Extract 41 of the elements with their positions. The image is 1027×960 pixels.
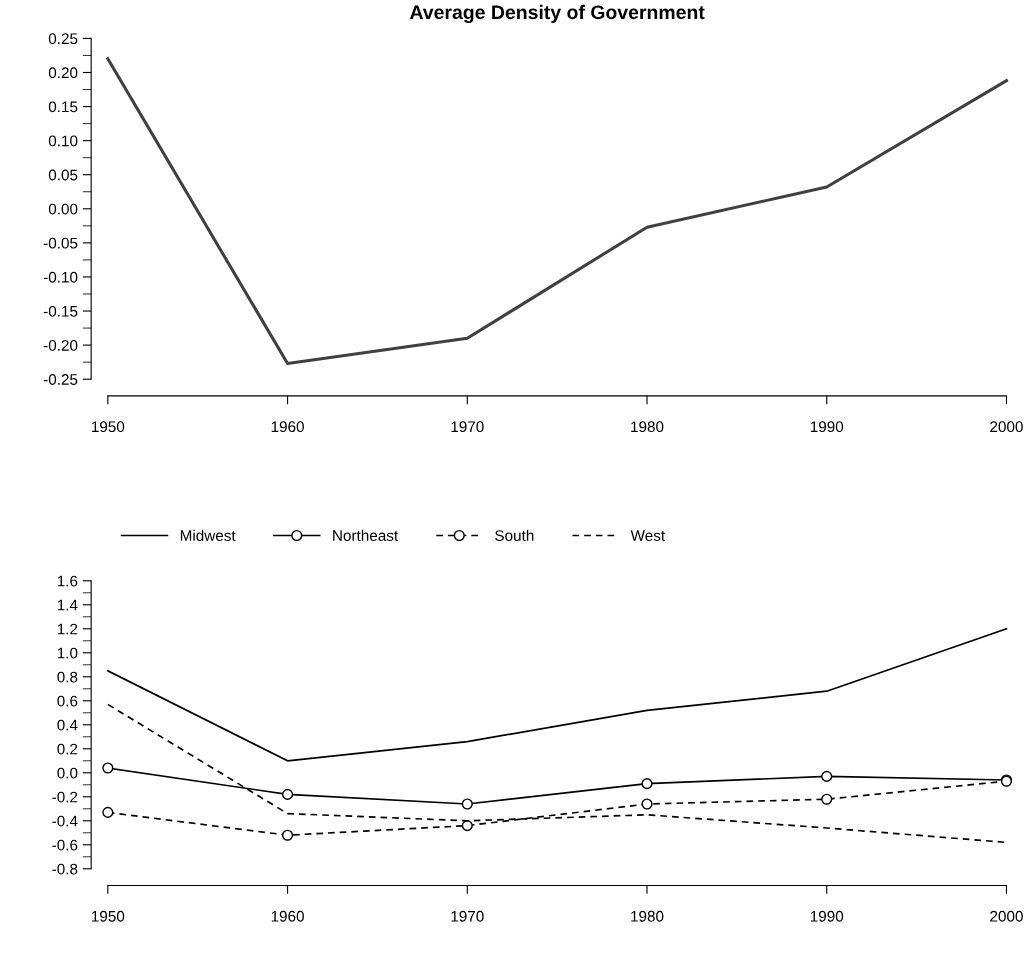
x-tick-label: 1950 [92, 421, 125, 433]
x-tick-label: 1950 [92, 910, 125, 922]
y-tick-label: 0.0 [57, 767, 78, 779]
y-tick-label: 0.10 [48, 135, 78, 147]
x-tick-label: 1960 [271, 421, 304, 433]
y-tick-label: -0.4 [52, 815, 78, 827]
x-tick-label: 1960 [271, 910, 304, 922]
y-tick-label: 0.25 [48, 33, 78, 45]
y-tick-label: -0.25 [43, 374, 78, 385]
legend-label: Northeast [333, 529, 399, 541]
y-tick-label: -0.6 [52, 839, 78, 851]
y-tick-label: 0.2 [57, 743, 78, 755]
x-tick-label: 2000 [990, 910, 1023, 922]
y-tick-label: 1.4 [57, 599, 78, 611]
y-tick-label: 0.20 [48, 67, 78, 79]
legend-label: West [630, 530, 665, 541]
legend-label: South [495, 529, 534, 541]
legend-label: Midwest [180, 529, 236, 541]
y-tick-label: 0.4 [57, 719, 78, 731]
y-tick-label: -0.20 [43, 339, 78, 351]
y-tick-label: -0.10 [43, 271, 78, 283]
y-tick-label: 1.6 [57, 575, 78, 587]
y-tick-label: -0.8 [52, 863, 78, 875]
x-tick-label: 2000 [990, 421, 1023, 433]
y-tick-label: -0.2 [52, 791, 78, 803]
y-tick-label: 0.00 [48, 203, 78, 215]
x-tick-label: 1990 [810, 421, 844, 433]
y-tick-label: 0.8 [57, 671, 78, 683]
x-tick-label: 1980 [631, 421, 664, 433]
x-tick-label: 1970 [451, 421, 484, 433]
y-tick-label: 0.15 [48, 101, 78, 113]
y-tick-label: 0.05 [48, 169, 78, 181]
y-tick-label: -0.15 [43, 305, 78, 317]
y-tick-label: 0.6 [57, 695, 78, 707]
y-tick-label: 1.0 [57, 647, 78, 659]
chart-title: Average Density of Government [409, 4, 705, 24]
x-tick-label: 1980 [631, 910, 664, 922]
y-tick-label: 1.2 [57, 623, 78, 635]
y-tick-label: -0.05 [43, 237, 78, 249]
x-tick-label: 1990 [810, 910, 844, 922]
x-tick-label: 1970 [451, 910, 484, 922]
